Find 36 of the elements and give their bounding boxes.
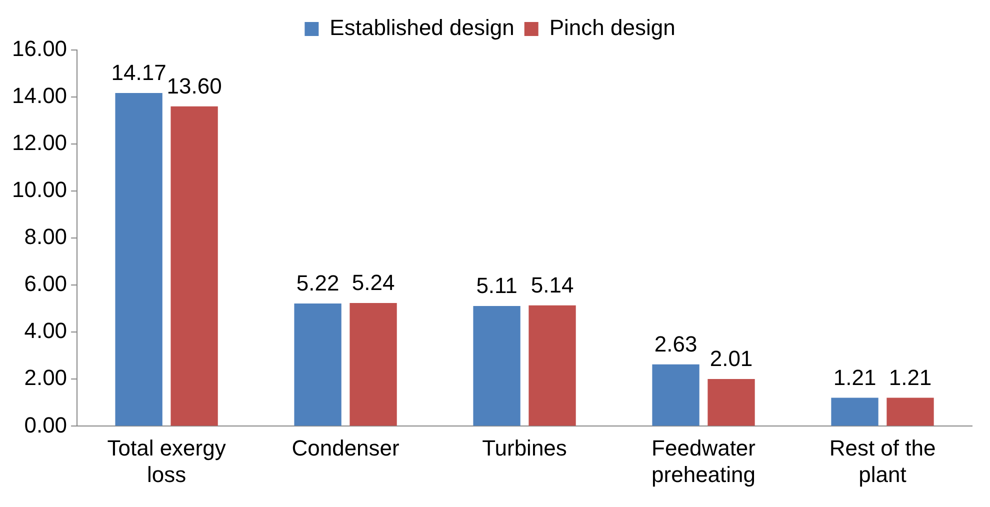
bar xyxy=(886,398,934,426)
x-tick-label: Condenser xyxy=(292,435,400,460)
data-label: 13.60 xyxy=(166,73,222,98)
data-label: 2.63 xyxy=(654,331,698,356)
x-tick-label: Total exergy loss xyxy=(107,435,226,487)
data-label: 1.21 xyxy=(888,364,932,390)
data-label: 5.11 xyxy=(476,273,518,298)
bar xyxy=(115,93,162,426)
bar xyxy=(831,398,878,426)
y-tick-label: 12.00 xyxy=(12,130,68,156)
legend-label: Pinch design xyxy=(549,15,676,40)
y-tick-label: 0.00 xyxy=(24,412,68,438)
bar xyxy=(528,305,576,426)
y-tick-label: 2.00 xyxy=(24,365,68,390)
y-tick-label: 14.00 xyxy=(12,83,68,108)
bar xyxy=(708,378,755,426)
y-tick-label: 10.00 xyxy=(12,177,68,202)
data-label: 1.21 xyxy=(833,364,876,390)
data-label: 5.22 xyxy=(296,270,340,296)
data-label: 2.01 xyxy=(710,346,753,371)
x-tick-label: Rest of the plant xyxy=(829,435,936,487)
data-label: 5.14 xyxy=(530,272,574,298)
y-tick-label: 6.00 xyxy=(24,271,68,296)
bar xyxy=(652,364,700,426)
bar xyxy=(294,303,342,426)
data-label: 5.24 xyxy=(352,270,395,296)
x-tick-label: Turbines xyxy=(482,435,567,460)
x-tick-label: Feedwater preheating xyxy=(652,435,756,487)
bar xyxy=(170,106,218,426)
bar xyxy=(350,302,397,426)
data-label: 14.17 xyxy=(111,60,166,86)
bar xyxy=(473,306,520,426)
y-tick-label: 4.00 xyxy=(24,318,68,344)
legend-label: Established design xyxy=(330,15,514,40)
y-tick-label: 8.00 xyxy=(24,224,68,250)
y-tick-label: 16.00 xyxy=(12,36,68,62)
